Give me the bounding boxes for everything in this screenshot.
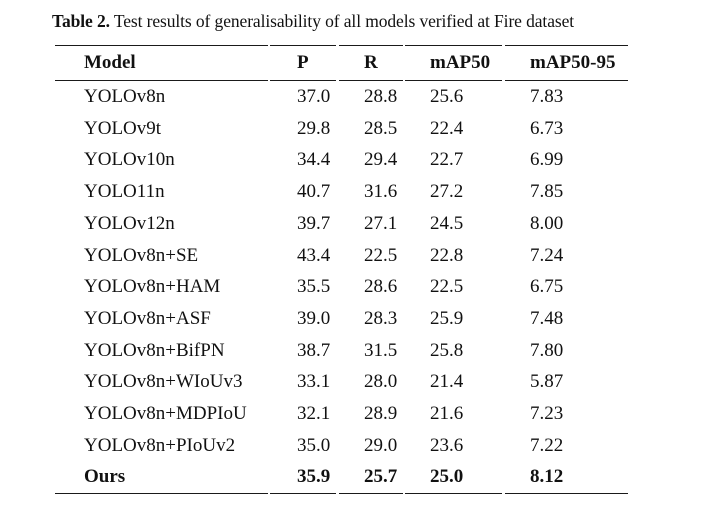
cell-p: 35.5 (297, 276, 331, 297)
cell-map50: 22.8 (430, 245, 464, 266)
header-map50-95: mAP50-95 (530, 52, 616, 73)
cell-map50: 24.5 (430, 213, 464, 234)
cell-map50: 25.9 (430, 308, 464, 329)
cell-r: 27.1 (364, 213, 398, 234)
cell-p: 39.0 (297, 308, 331, 329)
cell-map50-95: 7.80 (530, 340, 564, 361)
cell-map50-95: 7.83 (530, 86, 564, 107)
cell-map50-95: 7.85 (530, 181, 564, 202)
cell-r: 29.4 (364, 149, 398, 170)
bottom-rule-segment-5 (505, 493, 628, 494)
header-rule-segment-3 (339, 80, 403, 81)
cell-model: YOLOv9t (84, 118, 162, 139)
cell-map50: 25.0 (430, 466, 464, 487)
cell-map50: 22.4 (430, 118, 464, 139)
cell-p: 40.7 (297, 181, 331, 202)
cell-r: 28.6 (364, 276, 398, 297)
cell-r: 28.5 (364, 118, 398, 139)
table-caption: Table 2. Test results of generalisabilit… (52, 11, 574, 32)
cell-model: YOLOv8n+MDPIoU (84, 403, 247, 424)
cell-map50: 23.6 (430, 435, 464, 456)
top-rule-segment-4 (405, 45, 502, 46)
bottom-rule-segment-3 (339, 493, 403, 494)
header-map50: mAP50 (430, 52, 491, 73)
cell-model: Ours (84, 466, 126, 487)
cell-p: 33.1 (297, 371, 331, 392)
cell-map50-95: 6.73 (530, 118, 564, 139)
cell-map50-95: 6.75 (530, 276, 564, 297)
cell-model: YOLOv8n+WIoUv3 (84, 371, 243, 392)
top-rule-segment-3 (339, 45, 403, 46)
cell-p: 38.7 (297, 340, 331, 361)
cell-model: YOLOv8n+ASF (84, 308, 211, 329)
header-rule-segment-5 (505, 80, 628, 81)
cell-r: 31.5 (364, 340, 398, 361)
cell-map50: 21.6 (430, 403, 464, 424)
header-rule-segment-1 (55, 80, 268, 81)
cell-map50-95: 8.12 (530, 466, 564, 487)
cell-model: YOLOv10n (84, 149, 175, 170)
cell-p: 34.4 (297, 149, 331, 170)
header-rule-segment-4 (405, 80, 502, 81)
cell-r: 31.6 (364, 181, 398, 202)
cell-map50-95: 7.23 (530, 403, 564, 424)
cell-model: YOLOv8n+SE (84, 245, 199, 266)
cell-p: 43.4 (297, 245, 331, 266)
cell-r: 25.7 (364, 466, 398, 487)
top-rule-segment-1 (55, 45, 268, 46)
cell-map50-95: 7.48 (530, 308, 564, 329)
bottom-rule-segment-4 (405, 493, 502, 494)
cell-p: 35.9 (297, 466, 331, 487)
cell-r: 28.9 (364, 403, 398, 424)
cell-model: YOLOv8n+BifPN (84, 340, 225, 361)
cell-r: 29.0 (364, 435, 398, 456)
cell-p: 29.8 (297, 118, 331, 139)
cell-map50: 25.6 (430, 86, 464, 107)
cell-map50: 22.5 (430, 276, 464, 297)
cell-r: 22.5 (364, 245, 398, 266)
cell-r: 28.3 (364, 308, 398, 329)
cell-map50-95: 7.24 (530, 245, 564, 266)
header-r: R (364, 52, 378, 73)
cell-map50-95: 7.22 (530, 435, 564, 456)
cell-map50: 25.8 (430, 340, 464, 361)
caption-text: Test results of generalisability of all … (113, 11, 575, 31)
cell-r: 28.8 (364, 86, 398, 107)
cell-map50-95: 8.00 (530, 213, 564, 234)
cell-model: YOLOv8n (84, 86, 166, 107)
header-model: Model (84, 52, 136, 73)
cell-map50: 21.4 (430, 371, 464, 392)
header-p: P (297, 52, 309, 73)
bottom-rule-segment-1 (55, 493, 268, 494)
cell-model: YOLOv8n+PIoUv2 (84, 435, 236, 456)
cell-model: YOLOv8n+HAM (84, 276, 221, 297)
header-rule-segment-2 (270, 80, 336, 81)
cell-map50: 27.2 (430, 181, 464, 202)
cell-map50-95: 5.87 (530, 371, 564, 392)
caption-label: Table 2. (52, 11, 110, 31)
top-rule-segment-2 (270, 45, 336, 46)
cell-p: 32.1 (297, 403, 331, 424)
cell-model: YOLO11n (84, 181, 165, 202)
top-rule-segment-5 (505, 45, 628, 46)
cell-model: YOLOv12n (84, 213, 175, 234)
cell-p: 39.7 (297, 213, 331, 234)
bottom-rule-segment-2 (270, 493, 336, 494)
cell-p: 37.0 (297, 86, 331, 107)
cell-map50: 22.7 (430, 149, 464, 170)
cell-map50-95: 6.99 (530, 149, 564, 170)
cell-p: 35.0 (297, 435, 331, 456)
cell-r: 28.0 (364, 371, 398, 392)
